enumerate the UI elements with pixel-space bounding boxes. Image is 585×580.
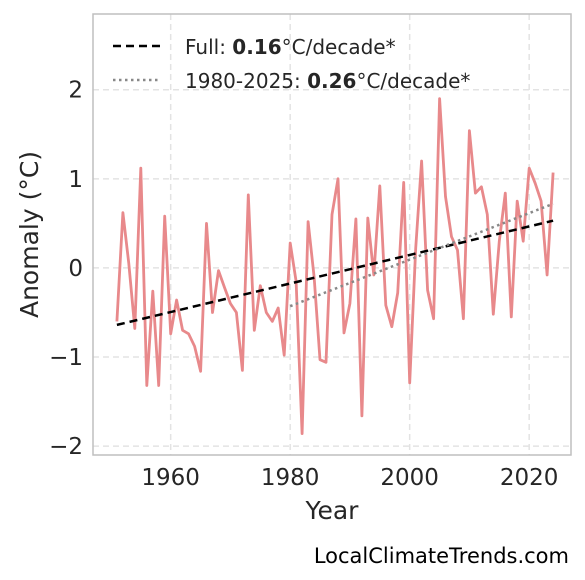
y-tick-label: 1 (68, 167, 83, 193)
legend-prefix-full: Full: (185, 35, 232, 59)
legend-suffix-recent: °C/decade* (356, 69, 470, 93)
legend-prefix-recent: 1980-2025: (185, 69, 307, 93)
y-tick-label: −2 (49, 434, 83, 460)
legend-label-recent: 1980-2025: 0.26°C/decade* (185, 69, 470, 93)
x-tick-label: 1980 (261, 465, 320, 491)
x-tick-label: 1960 (141, 465, 200, 491)
legend-label-full: Full: 0.16°C/decade* (185, 35, 396, 59)
x-tick-label: 2020 (500, 465, 559, 491)
series-lines (115, 97, 555, 436)
legend-value-full: 0.16 (232, 35, 281, 59)
legend: Full: 0.16°C/decade* 1980-2025: 0.26°C/d… (113, 35, 470, 93)
grid-lines (93, 14, 571, 455)
legend-suffix-full: °C/decade* (282, 35, 396, 59)
series-trend-recent (289, 202, 554, 308)
series-trend-full (116, 219, 554, 327)
y-axis-label: Anomaly (°C) (15, 151, 44, 318)
series-annual-anomaly (115, 97, 555, 436)
watermark: LocalClimateTrends.com (313, 544, 569, 568)
legend-value-recent: 0.26 (307, 69, 356, 93)
y-tick-label: −1 (49, 345, 83, 371)
y-tick-label: 0 (68, 256, 83, 282)
plot-frame (92, 13, 572, 456)
tick-labels: 1960 1980 2000 2020 −2 −1 0 1 2 (49, 78, 558, 491)
x-axis-label: Year (305, 496, 360, 525)
x-tick-label: 2000 (380, 465, 439, 491)
y-tick-label: 2 (68, 78, 83, 104)
